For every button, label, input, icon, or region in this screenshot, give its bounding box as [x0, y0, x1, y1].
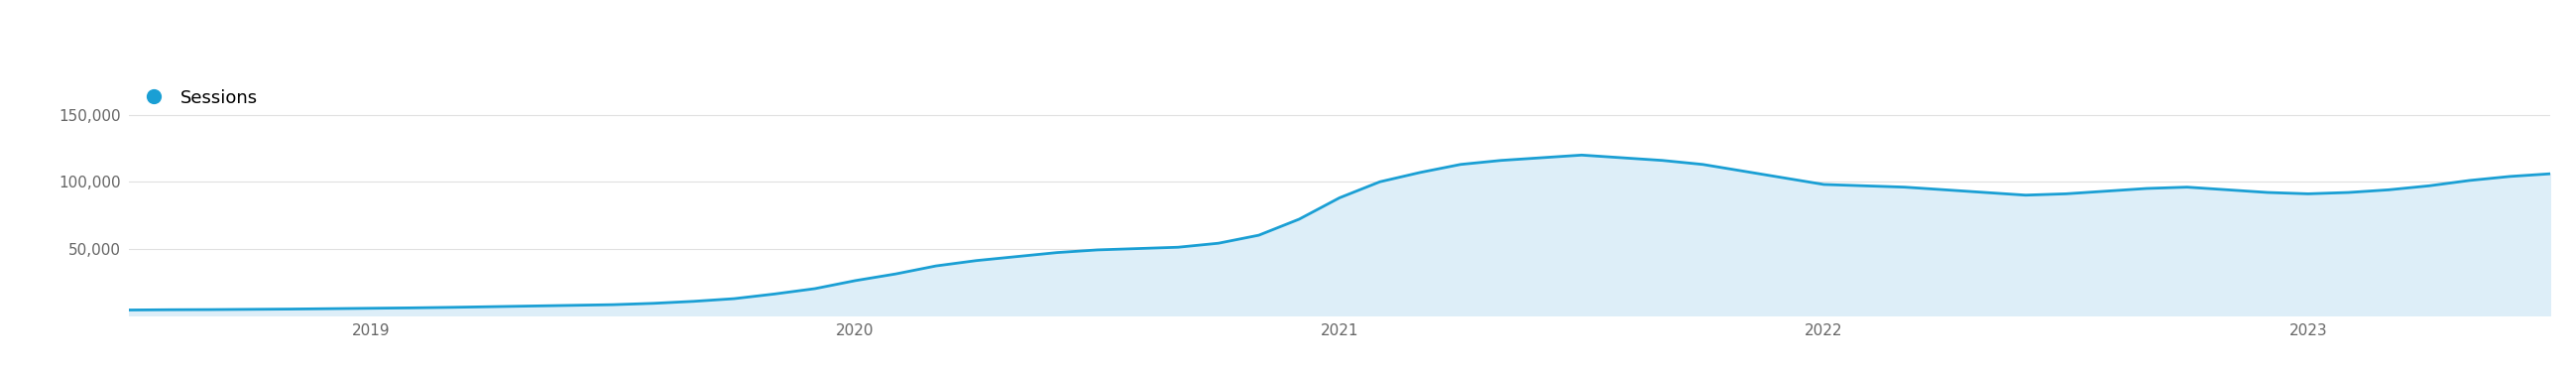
Legend: Sessions: Sessions — [129, 82, 265, 114]
